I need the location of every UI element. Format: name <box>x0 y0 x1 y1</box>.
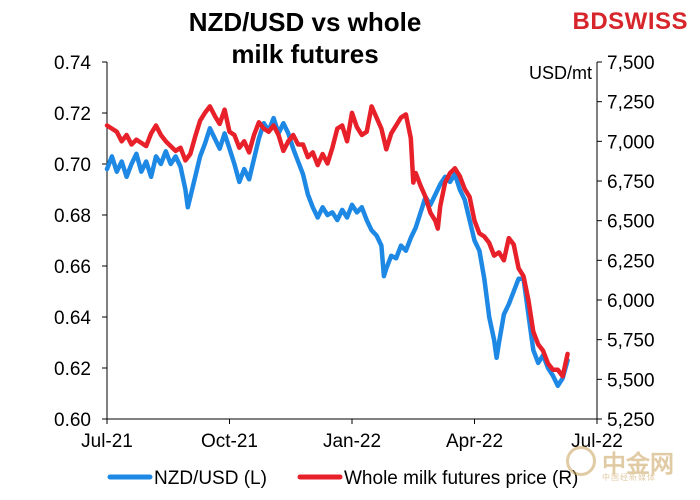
right-tick-label: 5,250 <box>607 410 655 431</box>
x-tick-label: Apr-22 <box>446 431 503 452</box>
watermark-text: 中金网 <box>602 451 674 478</box>
right-tick-label: 7,000 <box>607 132 655 153</box>
x-tick-label: Jan-22 <box>323 431 381 452</box>
left-tick-label: 0.70 <box>54 155 91 176</box>
brand-logo: BDSWISS <box>572 8 688 36</box>
chart-title-line-2: milk futures <box>231 39 379 69</box>
left-tick-label: 0.60 <box>54 410 91 431</box>
chart-title: NZD/USD vs whole milk futures <box>150 6 460 70</box>
series-line-nzdusd <box>104 115 570 389</box>
left-tick-label: 0.64 <box>54 308 91 329</box>
right-tick-label: 6,000 <box>607 291 655 312</box>
left-tick-label: 0.72 <box>54 104 91 125</box>
legend-label-1: Whole milk futures price (R) <box>344 468 578 489</box>
watermark-logo-icon <box>566 446 596 476</box>
x-tick-label: Jul-21 <box>81 431 133 452</box>
right-tick-label: 5,750 <box>607 331 655 352</box>
left-tick-label: 0.66 <box>54 257 91 278</box>
x-tick-label: Oct-21 <box>201 431 258 452</box>
brand-logo-swiss: SWISS <box>608 8 688 35</box>
watermark: 中金网 中国经新媒体 <box>566 444 696 488</box>
chart-title-line-1: NZD/USD vs whole <box>188 7 422 37</box>
legend-label-0: NZD/USD (L) <box>154 468 267 489</box>
right-tick-label: 6,750 <box>607 172 655 193</box>
brand-logo-bd: BD <box>572 8 609 35</box>
left-tick-label: 0.62 <box>54 359 91 380</box>
series-line-whole-milk <box>104 104 570 379</box>
right-axis-unit-label: USD/mt <box>529 63 592 83</box>
right-tick-label: 6,250 <box>607 251 655 272</box>
right-tick-label: 5,500 <box>607 370 655 391</box>
left-tick-label: 0.74 <box>54 53 91 74</box>
right-tick-label: 7,500 <box>607 53 655 74</box>
right-tick-label: 7,250 <box>607 93 655 114</box>
right-tick-label: 6,500 <box>607 212 655 233</box>
left-tick-label: 0.68 <box>54 206 91 227</box>
watermark-subtext: 中国经新媒体 <box>602 473 656 482</box>
